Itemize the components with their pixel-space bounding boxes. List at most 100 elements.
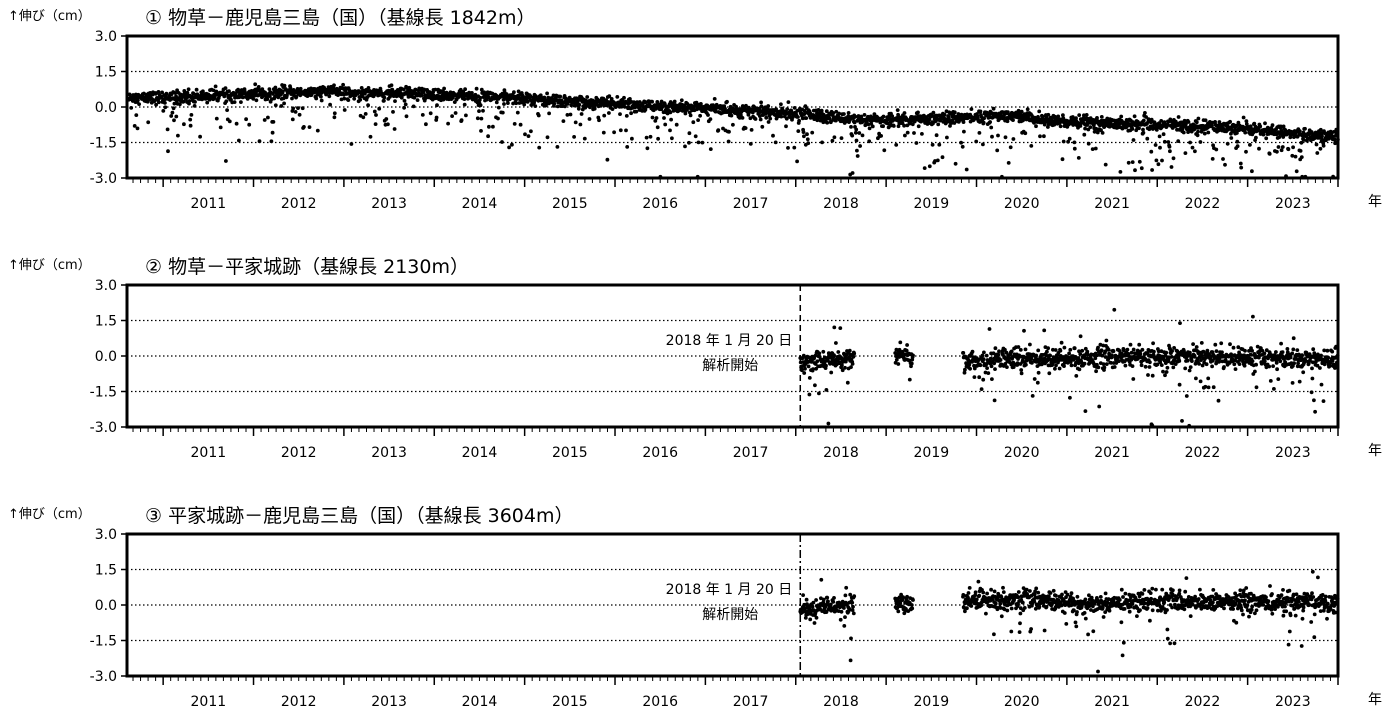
data-point: [1243, 348, 1247, 353]
data-point: [797, 118, 801, 123]
data-point: [860, 133, 865, 138]
data-point: [1254, 385, 1259, 390]
data-point: [829, 119, 834, 123]
data-point: [1228, 342, 1232, 347]
data-point: [412, 95, 417, 100]
data-point: [634, 109, 639, 114]
x-tick-label: 2020: [1004, 196, 1040, 212]
data-point: [1254, 135, 1258, 140]
data-point: [1278, 359, 1283, 364]
data-point: [850, 133, 855, 138]
data-point: [807, 376, 812, 380]
data-point: [1325, 348, 1330, 353]
data-point: [1130, 127, 1135, 131]
data-point: [802, 112, 807, 116]
data-point: [1301, 370, 1306, 375]
data-point: [224, 99, 229, 104]
data-point: [855, 154, 860, 158]
data-point: [687, 140, 691, 145]
data-point: [650, 99, 654, 104]
data-point: [1169, 165, 1174, 169]
data-point: [225, 108, 230, 112]
data-point: [1078, 352, 1083, 356]
data-point: [653, 119, 658, 123]
data-point: [1083, 126, 1087, 131]
data-point: [1176, 139, 1181, 144]
data-point: [1267, 364, 1272, 369]
data-point: [1082, 361, 1087, 366]
data-point: [969, 604, 974, 608]
data-point: [544, 103, 548, 108]
data-point: [491, 124, 495, 129]
data-point: [930, 142, 935, 147]
data-point: [222, 94, 227, 99]
data-point: [1053, 366, 1057, 371]
data-point: [1235, 139, 1240, 144]
data-point: [486, 95, 491, 100]
data-point: [157, 100, 161, 105]
data-point: [970, 349, 975, 354]
y-axis-label: ↑伸び（cm）: [8, 258, 91, 273]
data-point: [949, 121, 954, 125]
data-point: [825, 120, 830, 125]
data-point: [669, 117, 673, 122]
data-point: [1280, 145, 1285, 149]
data-point: [804, 597, 809, 602]
data-point: [854, 138, 859, 143]
series-points: [126, 82, 1340, 179]
x-tick-label: 2012: [281, 196, 317, 212]
data-point: [654, 116, 659, 120]
data-point: [847, 348, 852, 353]
data-point: [1194, 376, 1198, 381]
data-point: [1168, 149, 1172, 154]
data-point: [389, 83, 394, 88]
data-point: [496, 105, 501, 110]
data-point: [1022, 328, 1026, 333]
data-point: [1161, 369, 1165, 374]
x-tick-label: 2023: [1275, 694, 1311, 710]
data-point: [1219, 341, 1224, 346]
data-point: [1074, 374, 1079, 378]
data-point: [807, 392, 812, 397]
data-point: [909, 603, 914, 607]
data-point: [1188, 350, 1192, 355]
x-tick-label: 2022: [1185, 196, 1221, 212]
data-point: [1162, 139, 1167, 144]
data-point: [961, 120, 966, 124]
data-point: [1187, 368, 1192, 373]
x-axis-unit: 年: [1368, 692, 1382, 708]
data-point: [618, 128, 623, 133]
data-point: [178, 102, 182, 107]
data-point: [743, 126, 748, 130]
data-point: [995, 148, 1000, 153]
data-point: [1006, 161, 1011, 165]
data-point: [984, 353, 989, 358]
data-point: [785, 107, 790, 111]
data-point: [545, 135, 550, 140]
data-point: [1205, 348, 1210, 353]
data-point: [227, 119, 232, 124]
data-point: [655, 100, 660, 104]
data-point: [602, 113, 607, 118]
data-point: [909, 361, 914, 366]
data-point: [792, 106, 797, 110]
data-point: [985, 366, 989, 370]
x-tick-label: 2019: [914, 445, 950, 461]
data-point: [475, 116, 480, 121]
data-point: [1042, 328, 1047, 333]
data-point: [817, 391, 821, 396]
data-point: [952, 110, 957, 115]
data-point: [708, 147, 713, 152]
data-point: [656, 136, 660, 141]
x-tick-label: 2019: [914, 694, 950, 710]
data-point: [1147, 365, 1152, 369]
data-point: [1158, 145, 1162, 150]
data-point: [1244, 149, 1248, 154]
data-point: [1321, 143, 1326, 148]
data-point: [402, 98, 407, 103]
data-point: [905, 130, 910, 135]
data-point: [625, 145, 630, 149]
data-point: [881, 114, 886, 119]
data-point: [1096, 365, 1101, 370]
data-point: [786, 146, 790, 150]
